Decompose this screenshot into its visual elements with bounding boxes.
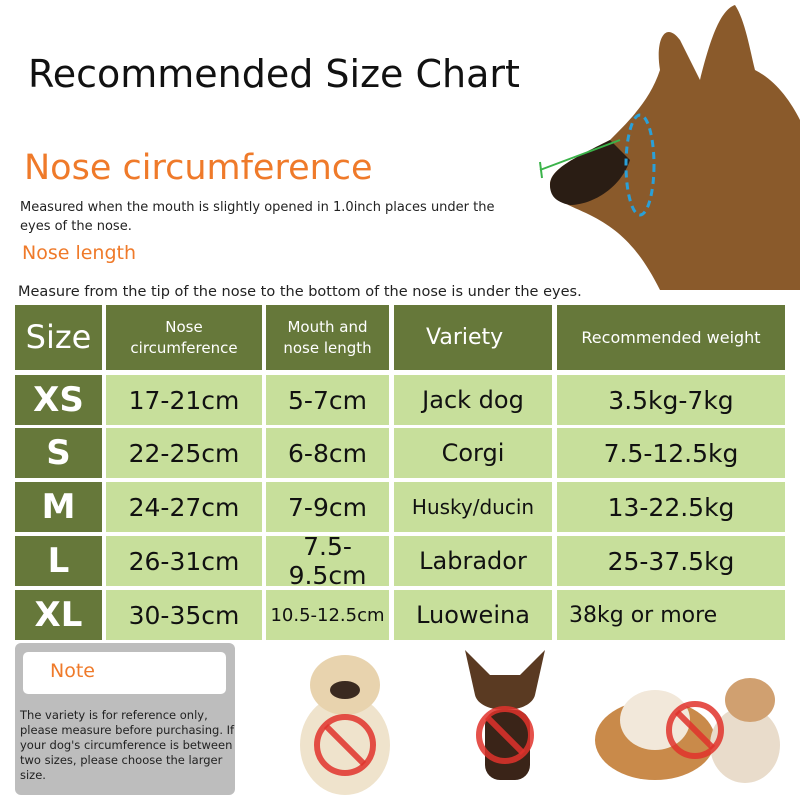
cell-variety: Luoweina [394, 590, 552, 640]
cell-recommended-weight: 25-37.5kg [557, 536, 785, 586]
nose-circumference-description: Measured when the mouth is slightly open… [20, 200, 495, 234]
cell-nose-circumference: 30-35cm [106, 590, 262, 640]
prohibited-icon [476, 706, 534, 764]
cell-variety: Husky/ducin [394, 482, 552, 532]
cell-mouth-nose-length: 10.5-12.5cm [266, 590, 389, 640]
header-recommended-weight: Recommended weight [557, 305, 785, 370]
prohibited-icon [666, 701, 724, 759]
cell-nose-circumference: 17-21cm [106, 375, 262, 425]
nose-circumference-heading: Nose circumference [24, 148, 373, 188]
cell-nose-circumference: 24-27cm [106, 482, 262, 532]
header-nose-circumference: Nose circumference [106, 305, 262, 370]
chihuahua-photo [465, 650, 545, 780]
note-text: The variety is for reference only, pleas… [20, 708, 235, 782]
note-label: Note [23, 652, 226, 694]
cell-size: M [15, 482, 102, 532]
german-shepherd-photo [539, 0, 800, 290]
cell-recommended-weight: 3.5kg-7kg [557, 375, 785, 425]
nose-length-description: Measure from the tip of the nose to the … [18, 284, 582, 300]
cell-size: S [15, 428, 102, 478]
cell-variety: Labrador [394, 536, 552, 586]
cell-size: XL [15, 590, 102, 640]
cell-nose-circumference: 26-31cm [106, 536, 262, 586]
cell-mouth-nose-length: 5-7cm [266, 375, 389, 425]
cell-mouth-nose-length: 7-9cm [266, 482, 389, 532]
cell-size: XS [15, 375, 102, 425]
cell-recommended-weight: 13-22.5kg [557, 482, 785, 532]
cell-mouth-nose-length: 7.5-9.5cm [266, 532, 389, 590]
cell-recommended-weight: 38kg or more [557, 590, 785, 640]
cell-variety: Corgi [394, 428, 552, 478]
pekingese-photo [300, 655, 390, 795]
cell-nose-circumference: 22-25cm [106, 428, 262, 478]
cell-mouth-nose-length: 6-8cm [266, 428, 389, 478]
page-title: Recommended Size Chart [28, 52, 520, 96]
header-size: Size [15, 305, 102, 370]
prohibited-icon [314, 714, 376, 776]
bulldogs-photo [595, 678, 780, 783]
cell-size: L [15, 536, 102, 586]
nose-length-heading: Nose length [22, 242, 137, 264]
cell-recommended-weight: 7.5-12.5kg [557, 428, 785, 478]
header-variety: Variety [394, 305, 552, 370]
header-mouth-nose-length: Mouth and nose length [266, 305, 389, 370]
cell-variety: Jack dog [394, 375, 552, 425]
